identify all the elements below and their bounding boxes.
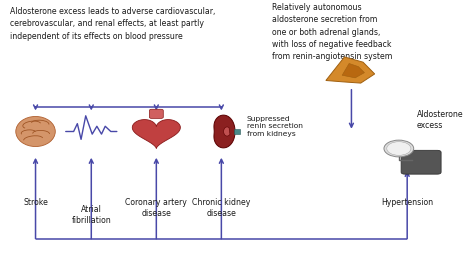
Polygon shape — [224, 127, 230, 136]
Polygon shape — [132, 120, 181, 149]
FancyBboxPatch shape — [234, 129, 240, 134]
Ellipse shape — [16, 117, 55, 146]
Text: Chronic kidney
disease: Chronic kidney disease — [192, 198, 251, 218]
Text: Coronary artery
disease: Coronary artery disease — [126, 198, 187, 218]
Polygon shape — [342, 63, 365, 78]
Text: Aldosterone excess leads to adverse cardiovascular,
cerebrovascular, and renal e: Aldosterone excess leads to adverse card… — [10, 7, 215, 41]
Polygon shape — [326, 57, 374, 83]
Text: Aldosterone
excess: Aldosterone excess — [417, 110, 463, 130]
Text: Relatively autonomous
aldosterone secretion from
one or both adrenal glands,
wit: Relatively autonomous aldosterone secret… — [273, 3, 393, 61]
Text: Atrial
fibrillation: Atrial fibrillation — [72, 205, 111, 225]
FancyBboxPatch shape — [149, 109, 163, 118]
FancyBboxPatch shape — [401, 150, 441, 174]
Circle shape — [384, 140, 414, 157]
Polygon shape — [214, 115, 235, 148]
Text: Suppressed
renin secretion
from kidneys: Suppressed renin secretion from kidneys — [247, 115, 303, 137]
Text: Hypertension: Hypertension — [381, 198, 433, 207]
Text: Stroke: Stroke — [23, 198, 48, 207]
Ellipse shape — [41, 131, 53, 141]
Circle shape — [387, 142, 411, 155]
